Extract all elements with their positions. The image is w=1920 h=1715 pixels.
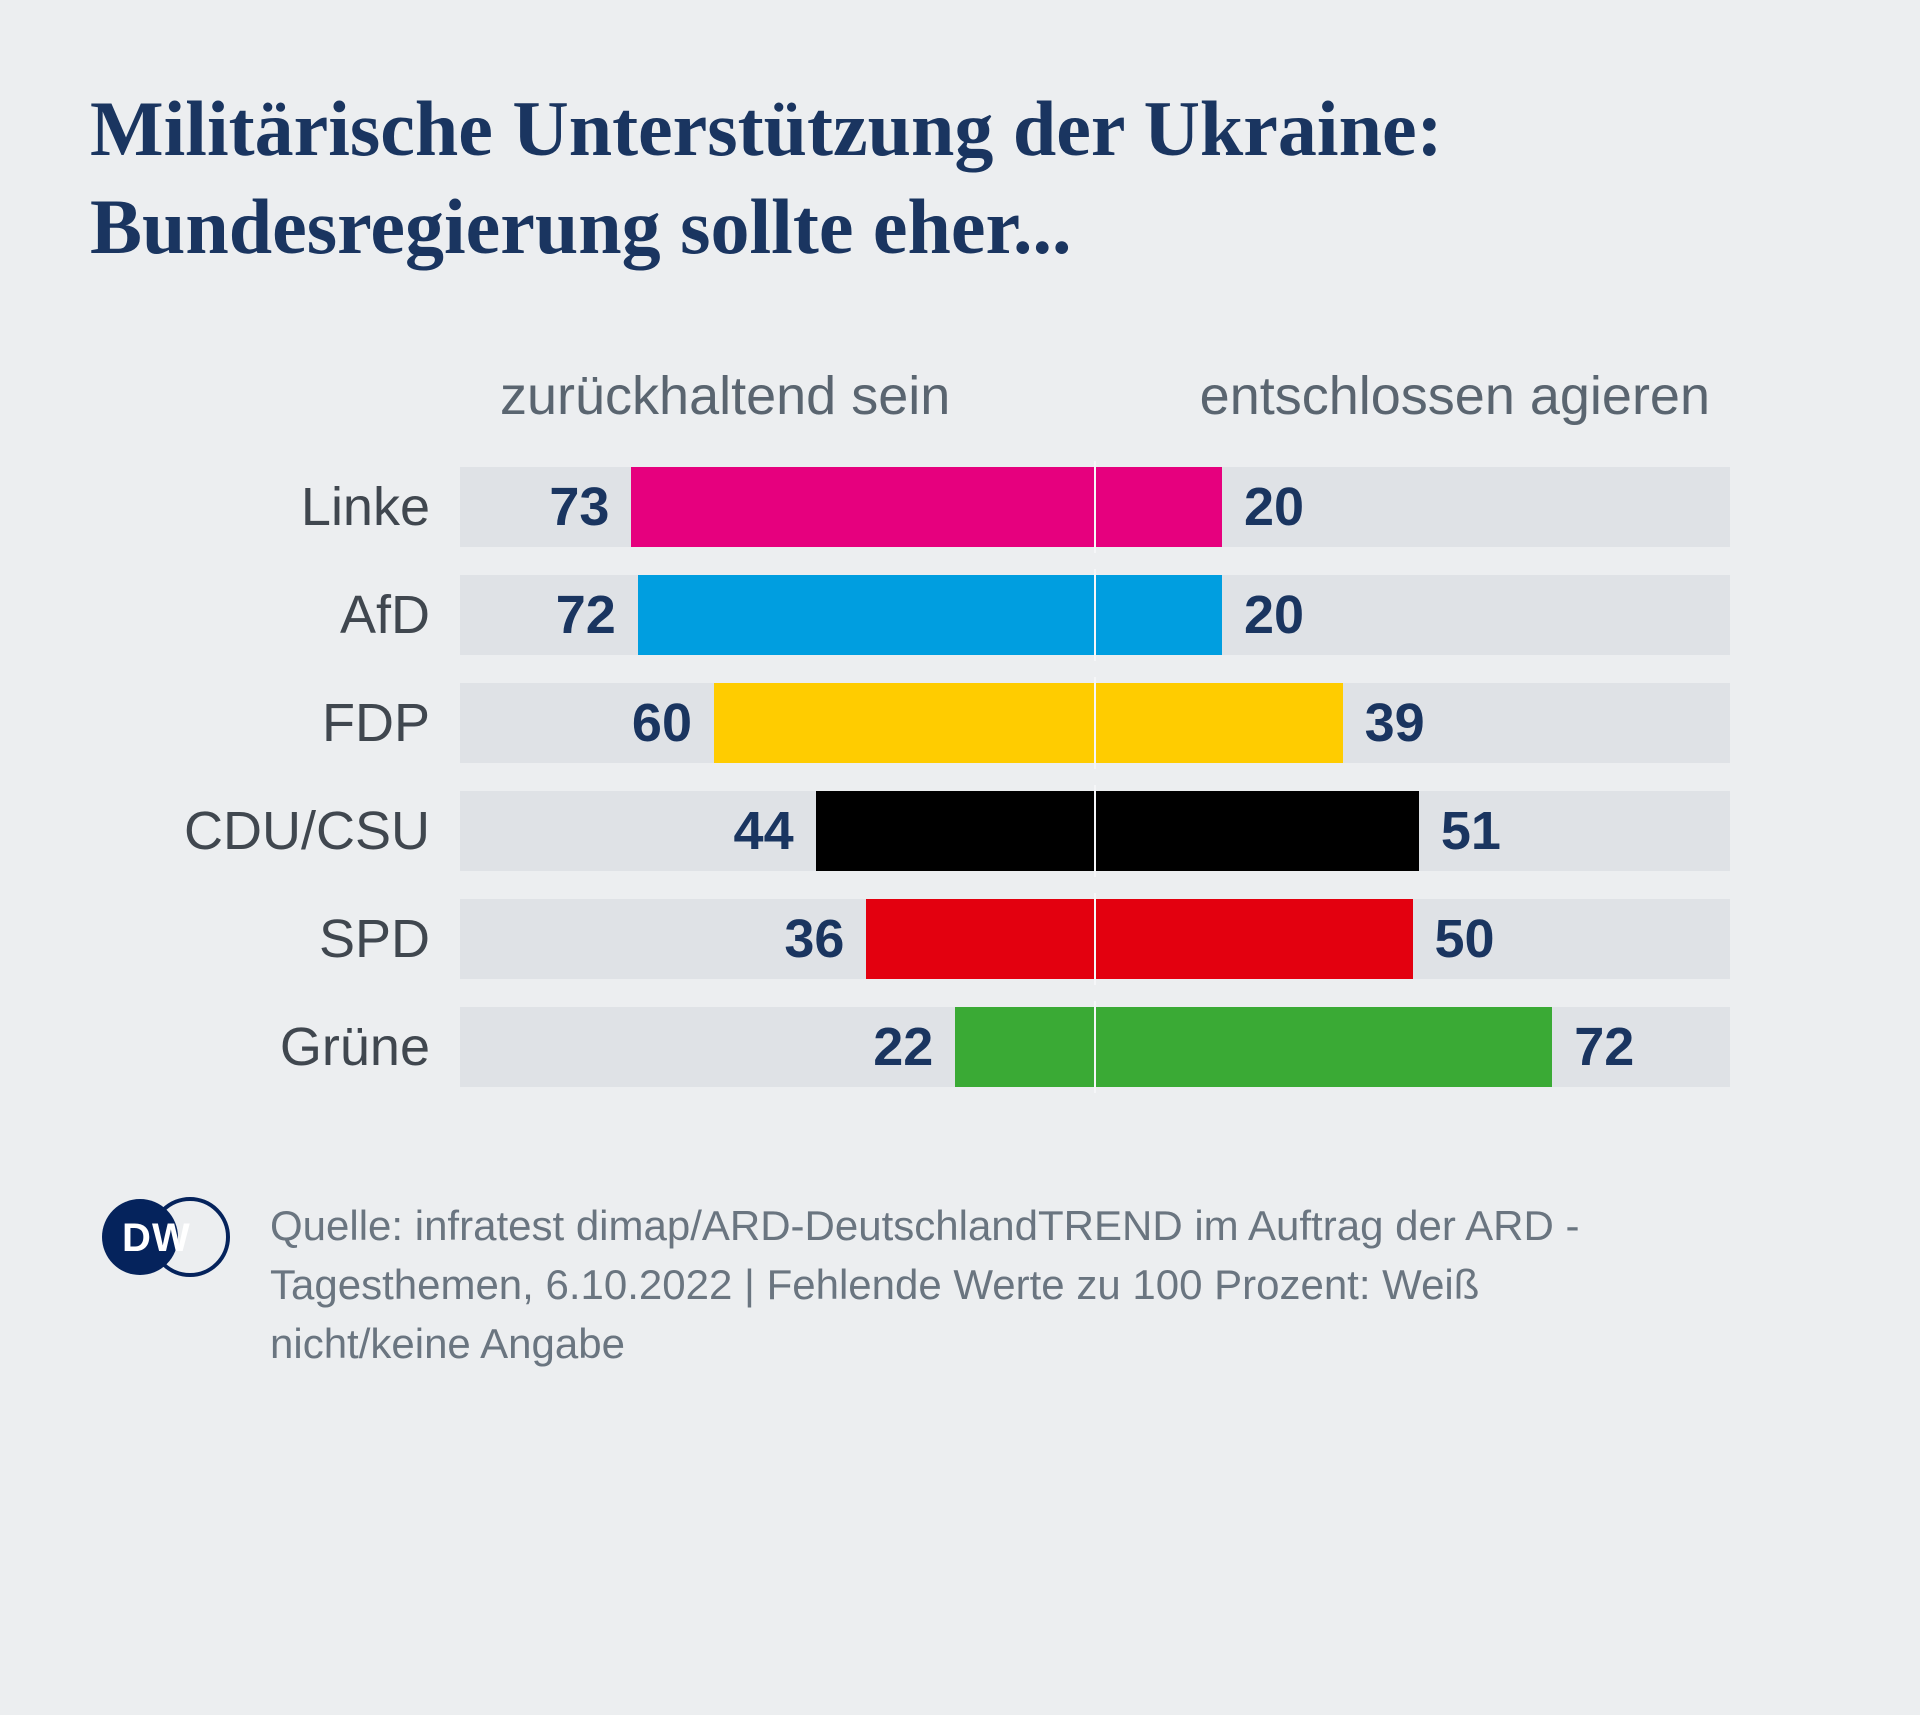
category-label: FDP xyxy=(150,692,460,754)
category-label: SPD xyxy=(150,908,460,970)
bar-left: 44 xyxy=(816,791,1095,871)
axis-headers: zurückhaltend sein entschlossen agieren xyxy=(150,365,1730,427)
bar-left: 22 xyxy=(955,1007,1095,1087)
value-right: 50 xyxy=(1413,908,1495,970)
center-divider xyxy=(1094,785,1096,877)
bar-track: 7320 xyxy=(460,467,1730,547)
bar-right: 51 xyxy=(1095,791,1419,871)
bar-left: 36 xyxy=(866,899,1095,979)
chart-row: FDP6039 xyxy=(150,683,1730,763)
category-label: CDU/CSU xyxy=(150,800,460,862)
bar-left: 60 xyxy=(714,683,1095,763)
value-left: 44 xyxy=(734,800,816,862)
bar-right: 50 xyxy=(1095,899,1413,979)
chart-row: Linke7320 xyxy=(150,467,1730,547)
chart-title: Militärische Unterstützung der Ukraine: … xyxy=(90,80,1830,275)
value-left: 60 xyxy=(632,692,714,754)
chart-row: SPD3650 xyxy=(150,899,1730,979)
bar-track: 6039 xyxy=(460,683,1730,763)
value-right: 39 xyxy=(1343,692,1425,754)
bar-track: 4451 xyxy=(460,791,1730,871)
bar-right: 20 xyxy=(1095,467,1222,547)
chart-row: Grüne2272 xyxy=(150,1007,1730,1087)
bar-right: 39 xyxy=(1095,683,1343,763)
chart-row: AfD7220 xyxy=(150,575,1730,655)
value-left: 73 xyxy=(549,476,631,538)
value-left: 22 xyxy=(873,1016,955,1078)
center-divider xyxy=(1094,677,1096,769)
value-left: 36 xyxy=(784,908,866,970)
bar-left: 73 xyxy=(631,467,1095,547)
chart-rows: Linke7320AfD7220FDP6039CDU/CSU4451SPD365… xyxy=(150,467,1730,1087)
bar-right: 20 xyxy=(1095,575,1222,655)
value-right: 20 xyxy=(1222,476,1304,538)
bar-left: 72 xyxy=(638,575,1095,655)
dw-logo-icon: D W xyxy=(100,1197,230,1282)
center-divider xyxy=(1094,461,1096,553)
source-text: Quelle: infratest dimap/ARD-DeutschlandT… xyxy=(270,1197,1670,1373)
chart-row: CDU/CSU4451 xyxy=(150,791,1730,871)
chart-area: zurückhaltend sein entschlossen agieren … xyxy=(90,365,1830,1087)
value-right: 51 xyxy=(1419,800,1501,862)
category-label: Grüne xyxy=(150,1016,460,1078)
right-header: entschlossen agieren xyxy=(1105,365,1730,427)
bar-track: 2272 xyxy=(460,1007,1730,1087)
value-left: 72 xyxy=(556,584,638,646)
bar-track: 7220 xyxy=(460,575,1730,655)
value-right: 20 xyxy=(1222,584,1304,646)
left-header: zurückhaltend sein xyxy=(460,365,1105,427)
value-right: 72 xyxy=(1552,1016,1634,1078)
bar-track: 3650 xyxy=(460,899,1730,979)
svg-text:W: W xyxy=(152,1216,190,1260)
center-divider xyxy=(1094,1001,1096,1093)
footer: D W Quelle: infratest dimap/ARD-Deutschl… xyxy=(90,1197,1830,1373)
center-divider xyxy=(1094,569,1096,661)
category-label: AfD xyxy=(150,584,460,646)
bar-right: 72 xyxy=(1095,1007,1552,1087)
category-label: Linke xyxy=(150,476,460,538)
center-divider xyxy=(1094,893,1096,985)
svg-text:D: D xyxy=(122,1216,151,1260)
